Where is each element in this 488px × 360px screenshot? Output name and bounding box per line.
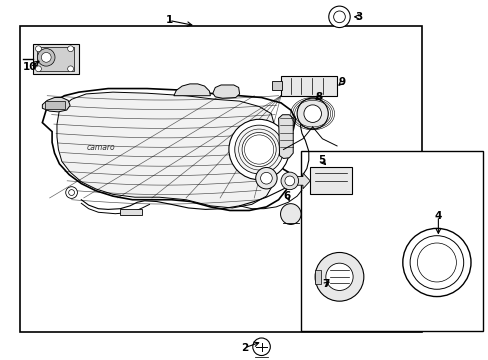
Bar bbox=[309, 167, 351, 194]
Bar bbox=[20, 26, 422, 332]
Bar bbox=[120, 209, 142, 215]
Ellipse shape bbox=[280, 204, 301, 225]
Circle shape bbox=[36, 46, 41, 52]
Circle shape bbox=[38, 49, 55, 66]
Polygon shape bbox=[278, 115, 293, 158]
Polygon shape bbox=[42, 89, 295, 211]
Polygon shape bbox=[57, 92, 273, 208]
Text: 6: 6 bbox=[283, 191, 290, 201]
Circle shape bbox=[281, 172, 298, 190]
Text: 3: 3 bbox=[355, 12, 362, 22]
Text: 5: 5 bbox=[317, 155, 325, 165]
Text: 8: 8 bbox=[314, 92, 322, 102]
Circle shape bbox=[67, 46, 73, 52]
Circle shape bbox=[242, 132, 276, 167]
Text: 4: 4 bbox=[434, 211, 441, 221]
Bar bbox=[281, 76, 336, 96]
Bar bbox=[314, 270, 321, 284]
Bar bbox=[33, 44, 79, 74]
Bar bbox=[38, 47, 74, 71]
Circle shape bbox=[228, 119, 289, 180]
Circle shape bbox=[333, 11, 345, 23]
Circle shape bbox=[297, 98, 327, 129]
Circle shape bbox=[285, 176, 294, 186]
Polygon shape bbox=[283, 173, 309, 189]
Text: 7: 7 bbox=[322, 279, 329, 289]
Circle shape bbox=[260, 172, 272, 184]
Circle shape bbox=[314, 252, 363, 301]
Bar bbox=[272, 81, 282, 90]
Bar bbox=[300, 151, 482, 330]
Circle shape bbox=[304, 105, 321, 122]
Text: 1: 1 bbox=[165, 15, 172, 26]
Polygon shape bbox=[174, 84, 210, 96]
Circle shape bbox=[65, 187, 77, 198]
Circle shape bbox=[36, 66, 41, 72]
Circle shape bbox=[234, 125, 283, 174]
Circle shape bbox=[67, 66, 73, 72]
Text: 2: 2 bbox=[241, 343, 247, 353]
Text: 10: 10 bbox=[23, 62, 38, 72]
Circle shape bbox=[409, 236, 463, 289]
Polygon shape bbox=[42, 98, 70, 112]
Text: camaro: camaro bbox=[86, 143, 115, 152]
Text: 9: 9 bbox=[338, 77, 345, 87]
Circle shape bbox=[41, 53, 51, 62]
Circle shape bbox=[417, 243, 455, 282]
Circle shape bbox=[252, 338, 270, 356]
Circle shape bbox=[402, 228, 470, 297]
Circle shape bbox=[328, 6, 349, 28]
Bar bbox=[45, 101, 65, 109]
Circle shape bbox=[255, 167, 277, 189]
Circle shape bbox=[68, 190, 74, 195]
Circle shape bbox=[325, 263, 352, 291]
Polygon shape bbox=[212, 85, 239, 98]
